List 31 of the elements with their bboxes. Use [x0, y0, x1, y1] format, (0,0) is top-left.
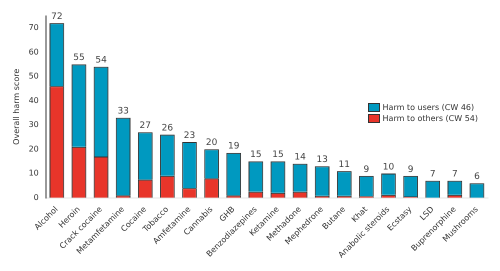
total-label: 7 — [430, 170, 436, 180]
total-label: 9 — [364, 164, 370, 175]
total-label: 27 — [140, 121, 152, 132]
total-label: 20 — [206, 138, 218, 148]
total-label: 26 — [162, 124, 174, 134]
total-label: 6 — [474, 172, 480, 182]
y-tick-label: 70 — [28, 23, 39, 32]
y-tick-label: 10 — [28, 168, 39, 178]
total-label: 15 — [250, 150, 262, 160]
legend-label: Harm to users (CW 46) — [382, 103, 474, 112]
total-label: 54 — [95, 56, 108, 66]
total-label: 72 — [51, 12, 63, 22]
total-label: 9 — [408, 164, 414, 175]
total-label: 14 — [294, 152, 306, 163]
total-label: 15 — [272, 150, 284, 160]
total-label: 13 — [316, 155, 328, 166]
total-label: 19 — [228, 142, 240, 152]
total-label: 55 — [73, 53, 85, 64]
y-tick-label: 30 — [28, 120, 39, 130]
y-axis-title: Overall harm score — [12, 68, 21, 145]
total-label: 10 — [382, 162, 394, 172]
total-label: 7 — [452, 170, 458, 180]
total-label: 11 — [338, 160, 350, 170]
y-tick-label: 60 — [28, 47, 39, 56]
y-tick-label: 40 — [28, 96, 39, 105]
total-label: 33 — [117, 106, 129, 117]
y-tick-label: 0 — [34, 192, 39, 202]
legend-label: Harm to others (CW 54) — [382, 114, 478, 123]
y-tick-label: 20 — [28, 144, 39, 154]
total-label: 23 — [184, 130, 196, 141]
y-tick-label: 50 — [28, 72, 39, 81]
